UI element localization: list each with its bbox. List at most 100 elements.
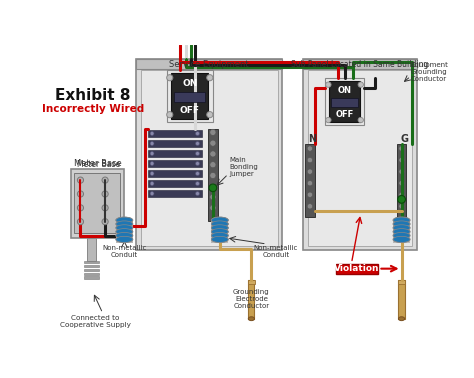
Ellipse shape (211, 236, 228, 242)
Ellipse shape (211, 225, 228, 231)
Bar (329, 81, 360, 122)
Circle shape (398, 195, 405, 203)
Text: Non-metallic
Conduit: Non-metallic Conduit (102, 245, 146, 258)
Circle shape (77, 177, 83, 183)
Bar (83, 276, 99, 279)
Ellipse shape (211, 232, 228, 239)
Circle shape (102, 205, 108, 211)
Circle shape (210, 140, 216, 146)
Bar (148, 140, 202, 147)
Ellipse shape (393, 221, 410, 227)
Text: Meter Base: Meter Base (73, 159, 121, 168)
Circle shape (209, 184, 217, 192)
Circle shape (102, 218, 108, 225)
Ellipse shape (211, 225, 228, 231)
Ellipse shape (393, 232, 410, 239)
Ellipse shape (211, 221, 228, 227)
Circle shape (307, 192, 313, 197)
Ellipse shape (116, 221, 133, 227)
Circle shape (399, 157, 404, 163)
Ellipse shape (211, 232, 228, 239)
Text: Equipment
Grounding
Conductor: Equipment Grounding Conductor (411, 62, 449, 82)
Text: G: G (401, 134, 409, 144)
Ellipse shape (211, 217, 228, 223)
Bar (174, 91, 205, 102)
Text: Sub Panel Located in Same Building: Sub Panel Located in Same Building (292, 60, 428, 69)
Bar (305, 144, 315, 217)
Circle shape (167, 74, 173, 81)
Circle shape (210, 205, 216, 211)
Bar (116, 220, 133, 243)
Bar (148, 170, 202, 177)
Ellipse shape (393, 229, 410, 235)
Bar (74, 173, 120, 233)
Bar (331, 98, 358, 107)
Circle shape (399, 169, 404, 174)
Bar (397, 144, 406, 217)
Circle shape (358, 82, 364, 87)
Circle shape (207, 74, 213, 81)
FancyBboxPatch shape (336, 264, 378, 274)
Circle shape (150, 172, 154, 175)
Ellipse shape (116, 236, 133, 242)
Ellipse shape (393, 217, 410, 223)
Circle shape (210, 172, 216, 178)
Bar (248, 280, 255, 319)
Circle shape (210, 162, 216, 168)
Bar (83, 273, 99, 275)
Bar (148, 160, 202, 167)
Ellipse shape (211, 236, 228, 242)
Text: ON: ON (182, 79, 198, 88)
Circle shape (102, 191, 108, 197)
Circle shape (77, 218, 83, 225)
Ellipse shape (248, 317, 255, 321)
Text: OFF: OFF (180, 105, 200, 115)
Circle shape (399, 204, 404, 209)
Circle shape (196, 172, 200, 175)
Circle shape (210, 183, 216, 189)
Text: ON: ON (337, 85, 352, 94)
Circle shape (196, 142, 200, 146)
Bar (211, 220, 228, 243)
Circle shape (196, 132, 200, 135)
Bar (393, 220, 410, 243)
Text: Violation: Violation (334, 264, 380, 273)
Ellipse shape (116, 225, 133, 231)
Bar (71, 169, 124, 238)
Ellipse shape (393, 236, 410, 242)
Circle shape (307, 169, 313, 174)
Bar (247, 280, 255, 284)
Circle shape (150, 192, 154, 195)
Bar (83, 265, 99, 267)
Ellipse shape (116, 232, 133, 239)
Circle shape (167, 112, 173, 118)
Bar (148, 130, 202, 137)
Text: Non-metallic
Conduit: Non-metallic Conduit (254, 245, 298, 258)
Bar (148, 180, 202, 187)
Bar (148, 190, 202, 197)
Circle shape (307, 181, 313, 186)
Bar (167, 70, 213, 122)
Bar (399, 280, 405, 319)
Circle shape (399, 146, 404, 151)
Circle shape (150, 132, 154, 135)
Bar (136, 59, 282, 69)
Ellipse shape (393, 217, 410, 223)
Circle shape (207, 112, 213, 118)
Circle shape (196, 152, 200, 155)
Ellipse shape (116, 221, 133, 227)
Circle shape (210, 194, 216, 200)
Ellipse shape (211, 217, 228, 223)
Circle shape (358, 117, 364, 123)
Text: Connected to
Cooperative Supply: Connected to Cooperative Supply (60, 314, 130, 327)
Ellipse shape (211, 229, 228, 235)
Ellipse shape (393, 225, 410, 231)
Bar (303, 59, 417, 69)
Bar (171, 73, 208, 119)
Text: Service Equipment: Service Equipment (169, 60, 249, 69)
Bar (83, 261, 99, 263)
Ellipse shape (393, 225, 410, 231)
Bar (140, 70, 278, 246)
Circle shape (150, 162, 154, 166)
Ellipse shape (116, 217, 133, 223)
